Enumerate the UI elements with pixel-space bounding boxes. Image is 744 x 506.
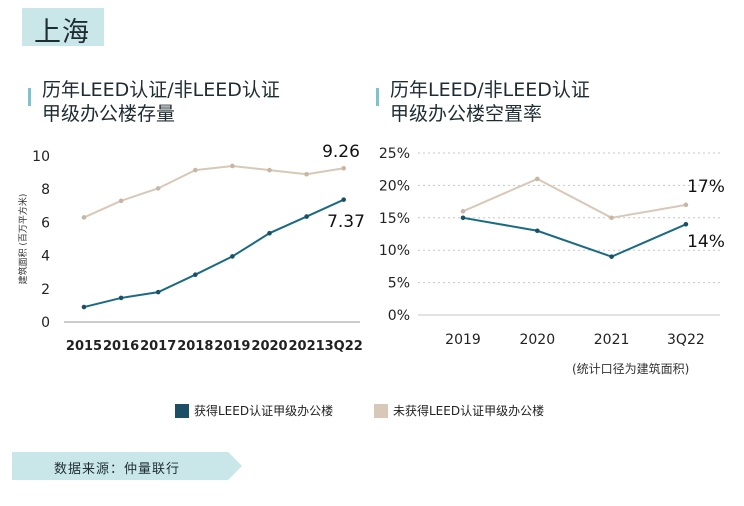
chart1-y-tick-label: 15% bbox=[379, 211, 410, 227]
chart0-annotation-certified: 7.37 bbox=[327, 212, 365, 232]
right-title-line-1: 历年LEED/非LEED认证 bbox=[390, 79, 590, 101]
chart0-x-tick-label: 2021 bbox=[289, 339, 325, 354]
chart0-y-tick-label: 0 bbox=[41, 315, 50, 331]
chart0-point-certified bbox=[118, 295, 124, 301]
chart0-x-tick-label: 2019 bbox=[214, 339, 250, 354]
chart0-point-certified bbox=[230, 254, 235, 259]
legend-certified-swatch bbox=[175, 403, 189, 418]
city-tag-highlight bbox=[22, 8, 104, 46]
chart0-point-uncertified bbox=[341, 165, 347, 171]
legend-uncertified: 未获得LEED认证甲级办公楼 bbox=[374, 402, 544, 419]
chart0-point-uncertified bbox=[81, 215, 87, 220]
chart1-point-uncertified bbox=[460, 209, 466, 214]
left-title-line-1: 历年LEED认证/非LEED认证 bbox=[42, 79, 280, 101]
chart1-x-tick-label: 2020 bbox=[519, 332, 555, 348]
chart1-point-certified bbox=[460, 215, 466, 221]
chart0-x-tick-label: 2015 bbox=[66, 339, 102, 354]
legend-certified: 获得LEED认证甲级办公楼 bbox=[175, 402, 333, 419]
chart0-y-tick-label: 6 bbox=[41, 215, 50, 231]
chart0-y-tick-label: 2 bbox=[41, 282, 50, 298]
chart0-x-tick-label: 2018 bbox=[177, 339, 213, 354]
chart0-x-tick-label: 2020 bbox=[251, 339, 287, 354]
chart0-point-certified bbox=[155, 289, 161, 295]
chart0-x-tick-label: 2016 bbox=[103, 339, 139, 354]
chart1-y-tick-label: 0% bbox=[388, 308, 410, 324]
chart0-point-uncertified bbox=[304, 171, 309, 177]
chart0-y-tick-label: 4 bbox=[41, 249, 50, 265]
chart1-annotation-uncertified: 17% bbox=[687, 177, 725, 197]
chart0-point-certified bbox=[341, 197, 347, 202]
city-title: 上海 bbox=[34, 17, 90, 48]
chart0-point-uncertified bbox=[193, 167, 198, 173]
chart1-point-certified bbox=[535, 228, 540, 234]
source-text: 数据来源：仲量联行 bbox=[54, 462, 181, 477]
chart0-series-line-uncertified bbox=[83, 164, 344, 219]
chart0-x-tick-label: 2017 bbox=[140, 339, 176, 354]
chart0-point-uncertified bbox=[230, 163, 235, 169]
source-band bbox=[12, 452, 242, 480]
legend-uncertified-swatch bbox=[374, 403, 388, 418]
chart0-annotation-uncertified: 9.26 bbox=[322, 142, 360, 162]
chart0-point-uncertified bbox=[267, 167, 272, 173]
chart1-x-tick-label: 2021 bbox=[594, 332, 630, 348]
right-title-bar bbox=[376, 88, 379, 106]
left-title-line-2: 甲级办公楼存量 bbox=[42, 103, 176, 125]
left-title-bar bbox=[28, 88, 31, 106]
chart0-x-tick-label: 3Q22 bbox=[325, 339, 363, 354]
legend-uncertified-label: 未获得LEED认证甲级办公楼 bbox=[393, 404, 545, 418]
footnote: (统计口径为建筑面积) bbox=[572, 362, 690, 376]
right-chart-title: 历年LEED/非LEED认证 甲级办公楼空置率 bbox=[390, 78, 590, 126]
chart1-y-tick-label: 10% bbox=[379, 243, 410, 259]
chart0-point-certified bbox=[193, 272, 198, 277]
chart1-y-tick-label: 25% bbox=[379, 146, 410, 162]
chart1-point-uncertified bbox=[609, 215, 614, 221]
chart1-point-uncertified bbox=[683, 202, 689, 208]
chart1-point-certified bbox=[609, 254, 614, 259]
legend-certified-label: 获得LEED认证甲级办公楼 bbox=[194, 404, 334, 418]
chart0-y-tick-label: 10 bbox=[32, 149, 50, 165]
chart1-series-line-uncertified bbox=[462, 177, 687, 219]
chart0-y-axis-label: 建筑面积 (百万平方米) bbox=[17, 194, 29, 285]
chart1-point-uncertified bbox=[535, 176, 540, 182]
chart0-series-line-certified bbox=[83, 198, 345, 309]
chart1-annotation-certified: 14% bbox=[687, 232, 725, 252]
chart0-point-certified bbox=[267, 230, 272, 236]
chart0-point-certified bbox=[304, 214, 309, 219]
chart1-point-certified bbox=[683, 221, 689, 227]
chart1-series-line-certified bbox=[462, 216, 687, 258]
right-title-line-2: 甲级办公楼空置率 bbox=[390, 103, 543, 125]
chart0-point-uncertified bbox=[155, 186, 161, 191]
chart1-x-tick-label: 3Q22 bbox=[667, 332, 705, 348]
left-chart-title: 历年LEED认证/非LEED认证 甲级办公楼存量 bbox=[42, 78, 280, 126]
chart1-y-tick-label: 20% bbox=[379, 178, 410, 194]
chart0-point-uncertified bbox=[118, 198, 124, 204]
chart0-y-tick-label: 8 bbox=[41, 182, 50, 198]
chart1-x-tick-label: 2019 bbox=[445, 332, 481, 348]
chart1-y-tick-label: 5% bbox=[388, 276, 410, 292]
chart0-point-certified bbox=[81, 304, 87, 310]
